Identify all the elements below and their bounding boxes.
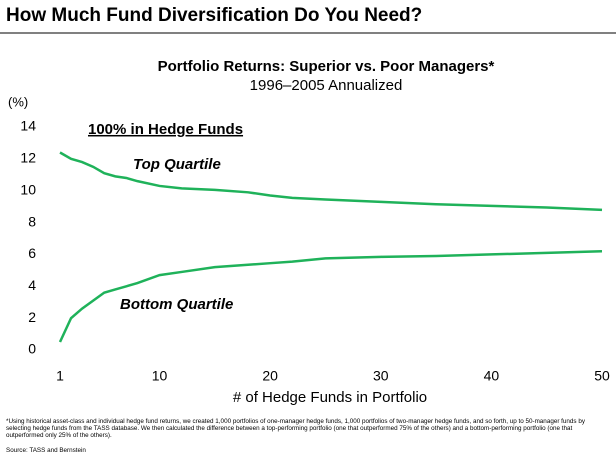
series-line bbox=[58, 249, 603, 343]
source: Source: TASS and Bernstein bbox=[6, 447, 86, 454]
y-tick-label: 14 bbox=[20, 118, 36, 134]
y-tick-label: 2 bbox=[28, 309, 36, 325]
y-tick-label: 6 bbox=[28, 245, 36, 261]
y-tick-label: 12 bbox=[20, 150, 36, 166]
y-axis-label: (%) bbox=[8, 94, 28, 109]
page-title: How Much Fund Diversification Do You Nee… bbox=[6, 5, 422, 26]
x-tick-label: 20 bbox=[262, 368, 278, 384]
y-tick-label: 8 bbox=[28, 213, 36, 229]
y-tick-label: 0 bbox=[28, 341, 36, 357]
x-axis-label: # of Hedge Funds in Portfolio bbox=[233, 389, 427, 406]
series-line bbox=[59, 151, 603, 212]
y-tick-label: 4 bbox=[28, 277, 36, 293]
x-tick-label: 50 bbox=[594, 368, 610, 384]
x-tick-label: 10 bbox=[152, 368, 168, 384]
x-tick-label: 1 bbox=[56, 368, 64, 384]
x-tick-label: 30 bbox=[373, 368, 389, 384]
chart-title: Portfolio Returns: Superior vs. Poor Man… bbox=[158, 58, 495, 75]
x-tick-label: 40 bbox=[484, 368, 500, 384]
annotation: 100% in Hedge Funds bbox=[88, 121, 243, 138]
series-label: Bottom Quartile bbox=[120, 296, 233, 313]
y-tick-label: 10 bbox=[20, 181, 36, 197]
series-label: Top Quartile bbox=[133, 156, 221, 173]
footnote: *Using historical asset-class and indivi… bbox=[6, 418, 585, 440]
chart-subtitle: 1996–2005 Annualized bbox=[250, 77, 403, 94]
